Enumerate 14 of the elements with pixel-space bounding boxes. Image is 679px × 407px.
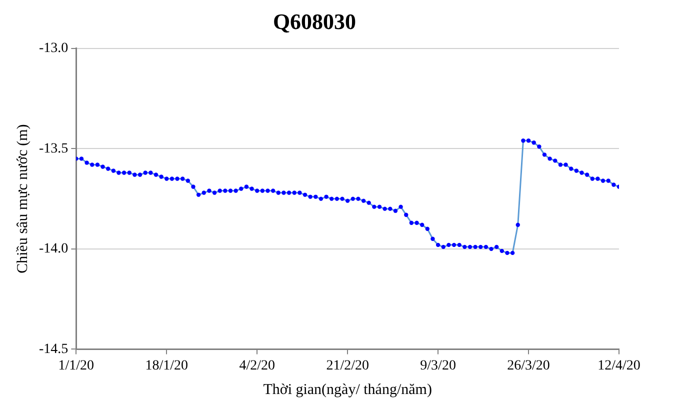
x-tick-label: 9/3/20 [420,358,456,374]
x-tick-label: 26/3/20 [507,358,550,374]
y-axis-title: Chiều sâu mực nước (m) [14,124,31,274]
y-tick-label: -14.5 [38,342,68,357]
y-tick-label: -13.0 [38,41,68,56]
x-axis-title: Thời gian(ngày/ tháng/năm) [263,382,432,398]
x-tick-label: 4/2/20 [239,358,275,374]
x-tick-label: 1/1/20 [58,358,94,374]
x-tick-label: 12/4/20 [598,358,640,374]
y-tick-label: -14.0 [38,242,68,257]
x-tick-label: 21/2/20 [326,358,369,374]
x-tick-label: 18/1/20 [145,358,188,374]
chart-title: Q608030 [272,8,356,34]
y-tick-label: -13.5 [38,141,68,156]
